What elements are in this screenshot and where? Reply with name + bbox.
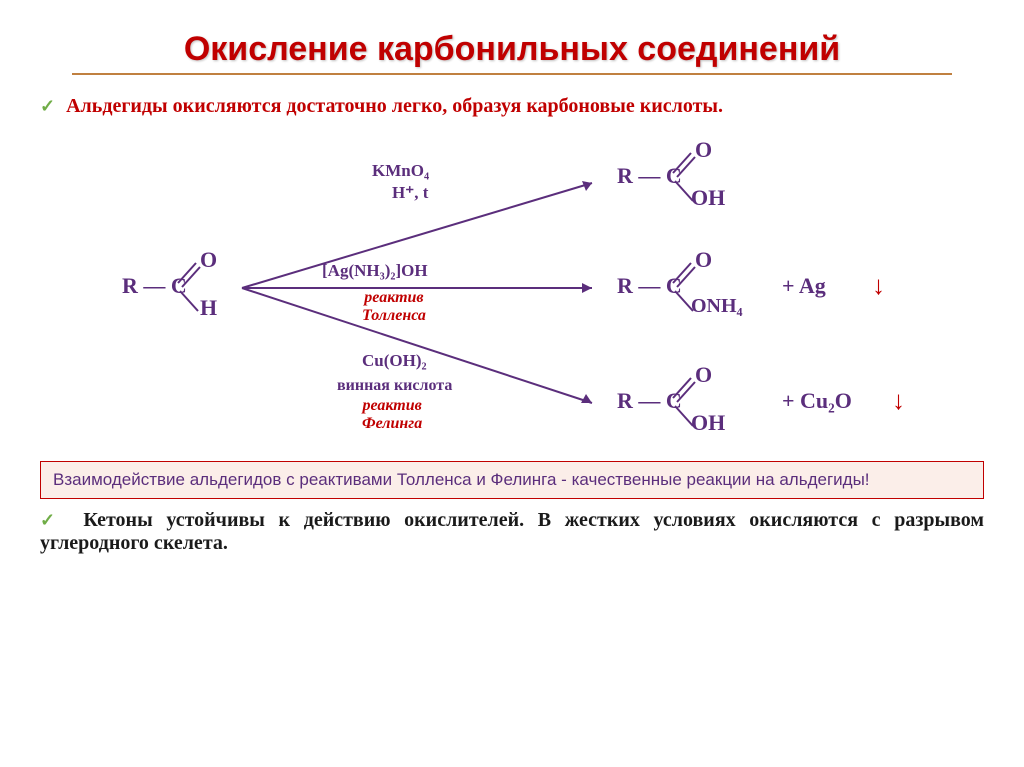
intro-tail-text: карбоновые кислоты.	[526, 95, 723, 117]
intro-lead: Альдегиды окисляются достаточно легко, о…	[66, 95, 521, 117]
highlight-box: Взаимодействие альдегидов с реактивами Т…	[40, 461, 984, 499]
ketones-paragraph: ✓ Кетоны устойчивы к действию окислителе…	[40, 509, 984, 555]
reactant-aldehyde: R — C O H	[122, 273, 187, 299]
product2-O: O	[695, 247, 712, 273]
reagent-h-t: H⁺, t	[392, 183, 428, 203]
precipitate-arrow-1: ↓	[872, 271, 885, 301]
reaction-scheme: R — C O H KMnO₄ H⁺, t R — C O OH [Ag(NH₃…	[62, 133, 962, 453]
title-underline	[72, 73, 952, 75]
ketones-text: Кетоны устойчивы к действию окислителей.…	[40, 509, 984, 554]
label-tollens: реактивТолленса	[362, 289, 426, 324]
product3-extra: + Cu₂O	[782, 388, 852, 414]
reagent-tollens: [Ag(NH₃)₂]OH	[322, 261, 428, 281]
product1-OH: OH	[691, 185, 725, 211]
intro-paragraph: ✓ Альдегиды окисляются достаточно легко,…	[40, 93, 984, 119]
precipitate-arrow-2: ↓	[892, 386, 905, 416]
label-tartaric: винная кислота	[337, 377, 452, 395]
check-icon: ✓	[40, 96, 55, 116]
reagent-cuoh2: Cu(OH)₂	[362, 351, 427, 371]
product2-ONH4: ONH₄	[691, 295, 743, 318]
slide-title: Окисление карбонильных соединений	[40, 30, 984, 69]
product3-O: O	[695, 362, 712, 388]
product-acid-3: R — C O OH	[617, 388, 682, 414]
product3-OH: OH	[691, 410, 725, 436]
product1-O: O	[695, 137, 712, 163]
product-acid-1: R — C O OH	[617, 163, 682, 189]
reactant-H: H	[200, 295, 217, 321]
reactant-O: O	[200, 247, 217, 273]
label-fehling: реактивФелинга	[362, 397, 422, 432]
reagent-kmno4: KMnO₄	[372, 161, 429, 181]
check-icon-2: ✓	[40, 510, 64, 530]
product2-extra: + Ag	[782, 273, 826, 299]
product-ammonium-salt: R — C O ONH₄	[617, 273, 682, 299]
